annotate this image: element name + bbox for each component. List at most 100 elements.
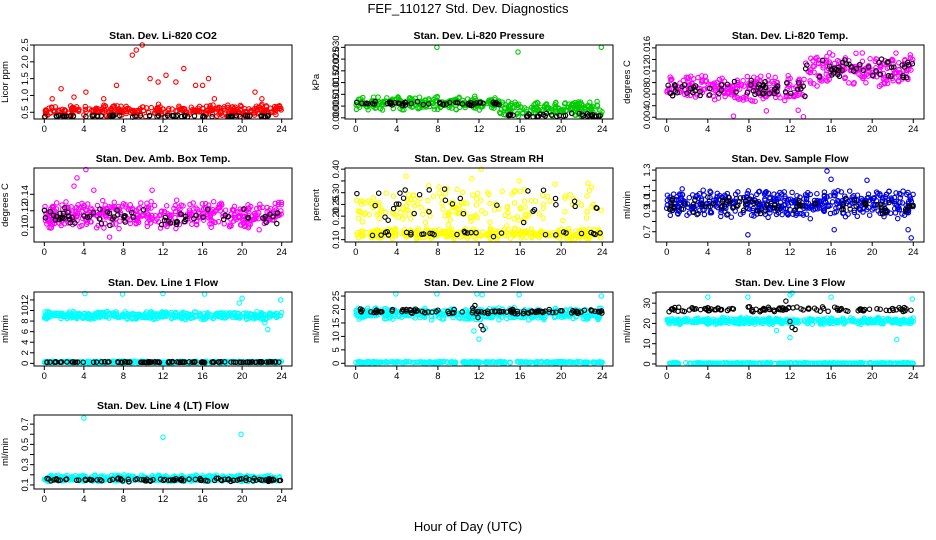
data-point bbox=[828, 66, 834, 72]
data-point bbox=[854, 213, 861, 220]
x-tick-label: 4 bbox=[81, 247, 86, 258]
data-point bbox=[863, 79, 869, 86]
data-point bbox=[479, 208, 485, 214]
data-point bbox=[116, 112, 123, 119]
data-point bbox=[200, 217, 207, 223]
data-point bbox=[816, 74, 823, 80]
data-point bbox=[873, 65, 879, 71]
data-point bbox=[426, 103, 433, 110]
x-tick-label: 8 bbox=[121, 124, 126, 135]
data-point bbox=[191, 113, 198, 119]
x-tick-label: 24 bbox=[908, 247, 919, 258]
data-point bbox=[430, 193, 437, 199]
data-point bbox=[214, 105, 221, 111]
data-point bbox=[888, 73, 894, 80]
data-point bbox=[687, 85, 694, 92]
data-point bbox=[163, 203, 170, 209]
data-point bbox=[873, 56, 879, 62]
data-point bbox=[695, 74, 701, 81]
panel-title: Stan. Dev. Li-820 CO2 bbox=[109, 30, 217, 42]
data-point bbox=[53, 200, 60, 206]
x-tick-label: 16 bbox=[197, 371, 208, 382]
y-tick-label: 2.0 bbox=[20, 55, 31, 68]
data-point bbox=[215, 218, 222, 225]
data-point bbox=[502, 102, 509, 108]
data-point bbox=[169, 112, 175, 119]
data-point bbox=[436, 190, 442, 196]
data-point bbox=[209, 111, 216, 117]
data-point bbox=[196, 103, 203, 110]
data-point bbox=[476, 336, 482, 342]
data-point bbox=[119, 291, 126, 297]
data-point bbox=[403, 173, 409, 179]
data-point bbox=[820, 65, 826, 71]
series-main bbox=[353, 291, 605, 366]
data-points bbox=[353, 44, 605, 120]
data-point bbox=[515, 113, 521, 119]
data-point bbox=[824, 168, 830, 174]
data-point bbox=[199, 82, 206, 89]
data-point bbox=[831, 60, 838, 67]
data-point bbox=[459, 101, 466, 107]
y-axis-label: ml/min bbox=[622, 315, 633, 343]
data-point bbox=[773, 85, 779, 91]
data-point bbox=[857, 61, 863, 68]
y-tick-label: 5 bbox=[331, 347, 342, 352]
data-point bbox=[896, 66, 902, 73]
data-point bbox=[434, 44, 440, 51]
y-axis-label: ml/min bbox=[622, 191, 633, 219]
data-point bbox=[245, 202, 251, 208]
data-point bbox=[216, 111, 222, 117]
data-point bbox=[160, 106, 166, 112]
data-point bbox=[212, 219, 218, 226]
series-main bbox=[41, 42, 284, 120]
data-point bbox=[166, 105, 172, 112]
x-tick-label: 0 bbox=[42, 247, 47, 258]
data-point bbox=[221, 104, 227, 110]
data-point bbox=[851, 79, 857, 86]
data-point bbox=[836, 59, 843, 65]
y-tick-label: 20 bbox=[331, 304, 342, 315]
data-point bbox=[425, 197, 431, 204]
data-point bbox=[372, 98, 378, 105]
data-point bbox=[839, 67, 845, 73]
data-point bbox=[382, 209, 389, 215]
x-tick-label: 8 bbox=[746, 247, 751, 258]
data-point bbox=[907, 52, 914, 58]
data-point bbox=[440, 102, 447, 108]
data-point bbox=[161, 208, 168, 215]
data-point bbox=[711, 96, 718, 103]
data-point bbox=[234, 107, 240, 113]
y-tick-label: 0.012 bbox=[642, 59, 653, 83]
data-point bbox=[436, 184, 442, 190]
data-point bbox=[802, 93, 808, 99]
data-point bbox=[860, 67, 867, 74]
x-tick-label: 16 bbox=[826, 247, 837, 258]
y-tick-label: 8 bbox=[20, 318, 31, 323]
data-point bbox=[63, 199, 69, 205]
x-tick-label: 24 bbox=[276, 247, 287, 258]
data-point bbox=[49, 204, 56, 210]
data-point bbox=[722, 93, 728, 100]
data-point bbox=[540, 187, 547, 193]
data-point bbox=[716, 76, 723, 83]
data-point bbox=[210, 198, 217, 205]
x-tick-label: 24 bbox=[908, 124, 919, 135]
x-tick-label: 20 bbox=[867, 247, 878, 258]
data-point bbox=[71, 183, 77, 189]
data-point bbox=[801, 76, 807, 83]
y-tick-label: 0.015 bbox=[331, 71, 342, 95]
x-tick-label: 8 bbox=[435, 247, 440, 258]
data-point bbox=[544, 193, 551, 200]
data-point bbox=[265, 112, 271, 119]
data-point bbox=[226, 223, 233, 230]
y-axis-label: ml/min bbox=[0, 315, 11, 343]
data-point bbox=[597, 113, 603, 119]
data-point bbox=[476, 107, 483, 113]
panel-4: Stan. Dev. Amb. Box Temp.degrees C0 4 8 12 1… bbox=[0, 153, 293, 258]
data-point bbox=[156, 212, 163, 219]
data-point bbox=[263, 103, 270, 109]
data-point bbox=[392, 99, 398, 106]
x-tick-label: 20 bbox=[556, 247, 567, 258]
